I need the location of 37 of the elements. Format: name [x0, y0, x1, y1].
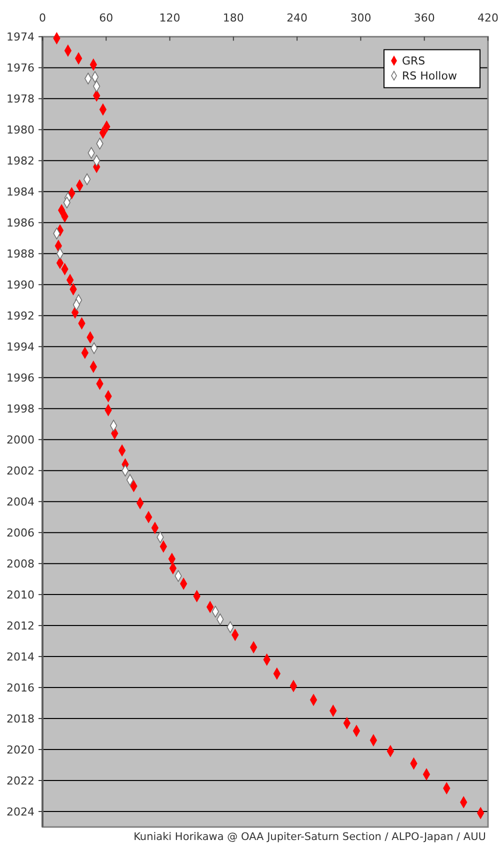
- x-tick-label: 360: [414, 12, 435, 25]
- x-tick-label: 0: [39, 12, 46, 25]
- y-tick-label: 2010: [6, 588, 34, 602]
- y-tick-label: 2008: [6, 557, 34, 570]
- y-tick-label: 2018: [6, 712, 34, 726]
- x-tick-label: 60: [99, 12, 114, 25]
- y-tick-label: 2020: [6, 743, 34, 756]
- y-tick-label: 1980: [6, 124, 34, 137]
- y-tick-label: 1996: [6, 371, 34, 384]
- x-tick-label: 180: [222, 12, 244, 25]
- y-tick-label: 2004: [6, 495, 34, 508]
- y-tick-label: 2000: [6, 433, 34, 446]
- x-tick-label: 300: [350, 12, 372, 25]
- y-tick-label: 2022: [6, 774, 34, 788]
- legend-label: GRS: [402, 54, 426, 68]
- y-tick-label: 2002: [6, 464, 34, 478]
- y-tick-label: 1988: [6, 247, 34, 260]
- y-tick-label: 1990: [6, 278, 34, 292]
- y-tick-label: 1984: [6, 186, 34, 199]
- x-tick-label: 240: [286, 12, 308, 25]
- y-tick-label: 2014: [6, 650, 34, 664]
- y-tick-label: 2006: [6, 526, 34, 540]
- text: Kuniaki Horikawa @ OAA Jupiter-Saturn Section / ALPO-Japan / AUU: [134, 831, 486, 843]
- y-tick-label: 2016: [6, 681, 34, 694]
- y-tick-label: 2024: [6, 805, 34, 818]
- y-tick-label: 1986: [6, 216, 34, 230]
- y-tick-label: 1976: [6, 62, 34, 75]
- y-tick-label: 1994: [6, 340, 34, 354]
- legend-label: RS Hollow: [402, 70, 457, 83]
- y-tick-label: 1974: [6, 30, 34, 44]
- y-tick-label: 1992: [6, 309, 34, 322]
- y-tick-label: 1982: [6, 154, 34, 168]
- y-tick-label: 1998: [6, 402, 34, 416]
- x-tick-label: 420: [478, 12, 498, 25]
- y-tick-label: 2012: [6, 619, 34, 632]
- x-tick-label: 120: [159, 12, 180, 25]
- y-tick-label: 1978: [6, 92, 34, 106]
